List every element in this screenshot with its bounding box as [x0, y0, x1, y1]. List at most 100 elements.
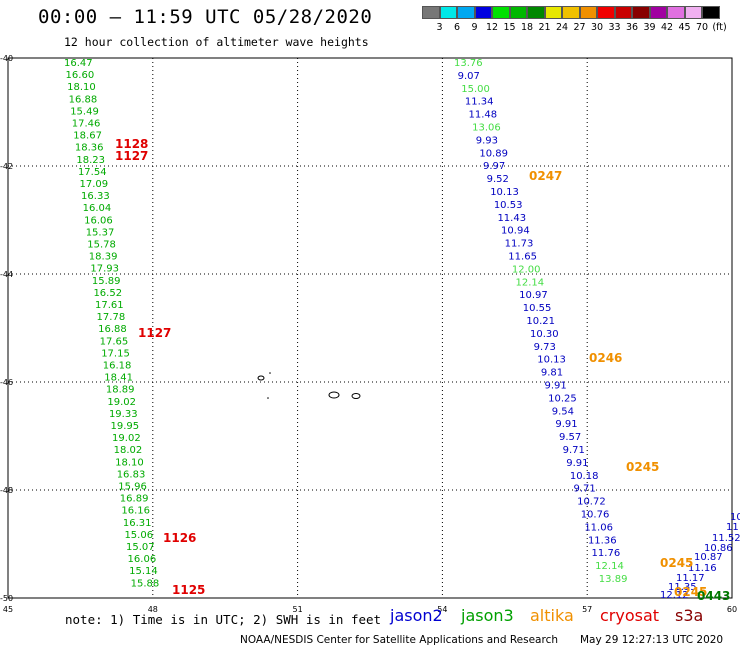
swh-value-jason2: 9.91	[566, 458, 588, 469]
swh-value-jason3: 15.37	[86, 227, 115, 238]
colorbar-label: 42	[660, 22, 674, 33]
colorbar-label: 3	[436, 22, 443, 33]
swh-value-jason2: 9.81	[541, 368, 563, 379]
time-label-altika: 0245	[626, 460, 659, 474]
swh-value-jason2: 11.06	[584, 522, 613, 533]
lon-tick-label: 60	[727, 605, 737, 614]
swh-value-jason2: 13.06	[472, 123, 501, 134]
swh-value-jason3: 18.67	[73, 131, 102, 142]
colorbar-swatch	[684, 6, 702, 19]
island-outline	[328, 391, 340, 399]
swh-value-jason2: 9.71	[573, 484, 595, 495]
lat-tick-label: -50	[0, 594, 13, 603]
time-label-cryosat: 1127	[115, 149, 148, 163]
swh-value-jason2: 12.14	[595, 561, 624, 572]
island-outline	[351, 393, 361, 399]
swh-value-jason3: 16.83	[117, 469, 146, 480]
island-outline	[257, 375, 265, 381]
swh-value-jason3: 19.02	[112, 433, 141, 444]
legend-jason2: jason2	[390, 606, 443, 625]
swh-value-jason3: 16.47	[64, 58, 93, 69]
swh-value-jason3: 18.23	[76, 155, 105, 166]
swh-value-jason2: 13.89	[599, 574, 628, 585]
subtitle: 12 hour collection of altimeter wave hei…	[64, 35, 369, 49]
swh-value-jason3: 16.04	[83, 203, 112, 214]
swh-value-jason2: 10.89	[479, 148, 508, 159]
swh-value-jason3: 16.33	[81, 191, 110, 202]
swh-value-edge: 12.12	[660, 590, 689, 601]
lat-tick-label: -46	[0, 378, 13, 387]
swh-value-jason3: 18.89	[106, 385, 135, 396]
swh-value-jason3: 18.39	[89, 252, 118, 263]
colorbar-label: 27	[573, 22, 586, 33]
colorbar-swatch	[667, 6, 685, 19]
time-label-altika: 0245	[674, 585, 707, 599]
swh-value-jason3: 15.88	[131, 578, 160, 589]
swh-value-jason3: 15.07	[126, 542, 155, 553]
time-label-altika: 0247	[529, 169, 562, 183]
swh-value-jason3: 15.49	[70, 106, 99, 117]
time-label-cryosat: 1125	[172, 583, 205, 597]
colorbar-swatch	[562, 6, 580, 19]
legend-s3a: s3a	[675, 606, 704, 625]
swh-value-jason2: 9.91	[555, 419, 577, 430]
footnote: note: 1) Time is in UTC; 2) SWH is in fe…	[65, 612, 382, 627]
swh-value-jason3: 17.15	[101, 348, 130, 359]
swh-value-jason3: 17.09	[80, 179, 109, 190]
swh-value-jason3: 18.36	[75, 143, 104, 154]
page-title: 00:00 — 11:59 UTC 05/28/2020	[38, 6, 373, 28]
swh-value-jason3: 16.16	[121, 506, 150, 517]
swh-value-jason2: 15.00	[461, 84, 490, 95]
swh-value-jason2: 9.52	[487, 174, 509, 185]
swh-value-jason3: 15.78	[87, 240, 116, 251]
colorbar-swatch	[439, 6, 457, 19]
lat-tick-label: -42	[0, 162, 13, 171]
swh-value-jason2: 10.13	[537, 355, 566, 366]
swh-value-jason2: 11.43	[497, 213, 526, 224]
lon-tick-label: 45	[3, 605, 13, 614]
swh-value-jason2: 11.34	[465, 97, 494, 108]
swh-value-jason2: 10.55	[523, 303, 552, 314]
swh-value-jason2: 12.14	[516, 277, 545, 288]
swh-value-jason3: 17.78	[97, 312, 126, 323]
colorbar-swatch	[614, 6, 632, 19]
swh-value-jason3: 16.60	[66, 70, 95, 81]
colorbar-label: 45	[678, 22, 691, 33]
swh-value-edge: 10.87	[694, 552, 723, 563]
swh-value-jason3: 18.10	[115, 457, 144, 468]
swh-value-jason3: 15.89	[92, 276, 121, 287]
swh-value-edge: 10	[730, 512, 740, 523]
swh-value-jason3: 16.31	[123, 518, 152, 529]
swh-value-jason3: 19.95	[111, 421, 140, 432]
swh-value-jason3: 16.06	[84, 215, 113, 226]
swh-value-jason3: 15.96	[118, 482, 147, 493]
colorbar-swatch	[544, 6, 562, 19]
swh-value-jason2: 12.00	[512, 264, 541, 275]
legend-altika: altika	[530, 606, 574, 625]
map-frame	[7, 57, 733, 599]
colorbar-label: 9	[471, 22, 478, 33]
colorbar-label: 21	[538, 22, 551, 33]
swh-value-jason3: 17.93	[90, 264, 119, 275]
swh-value-edge: 11	[726, 522, 739, 533]
colorbar-swatch	[527, 6, 545, 19]
colorbar-label: 12	[485, 22, 499, 33]
colorbar	[422, 6, 720, 19]
time-label-cryosat: 1127	[138, 326, 171, 340]
swh-value-jason2: 11.36	[588, 535, 617, 546]
swh-value-jason2: 13.76	[454, 58, 483, 69]
swh-value-jason2: 9.54	[552, 406, 574, 417]
swh-value-jason2: 9.93	[476, 135, 498, 146]
colorbar-swatch	[702, 6, 720, 19]
legend-jason3: jason3	[461, 606, 514, 625]
swh-value-jason2: 9.73	[534, 342, 556, 353]
swh-value-edge: 11.35	[668, 582, 697, 593]
swh-value-jason2: 10.76	[581, 510, 610, 521]
time-label-cryosat: 1126	[163, 531, 196, 545]
colorbar-swatch	[492, 6, 510, 19]
swh-value-jason2: 11.73	[505, 239, 534, 250]
island-dot	[269, 372, 271, 374]
time-label-altika: 0245	[660, 556, 693, 570]
swh-value-jason3: 18.02	[114, 445, 143, 456]
